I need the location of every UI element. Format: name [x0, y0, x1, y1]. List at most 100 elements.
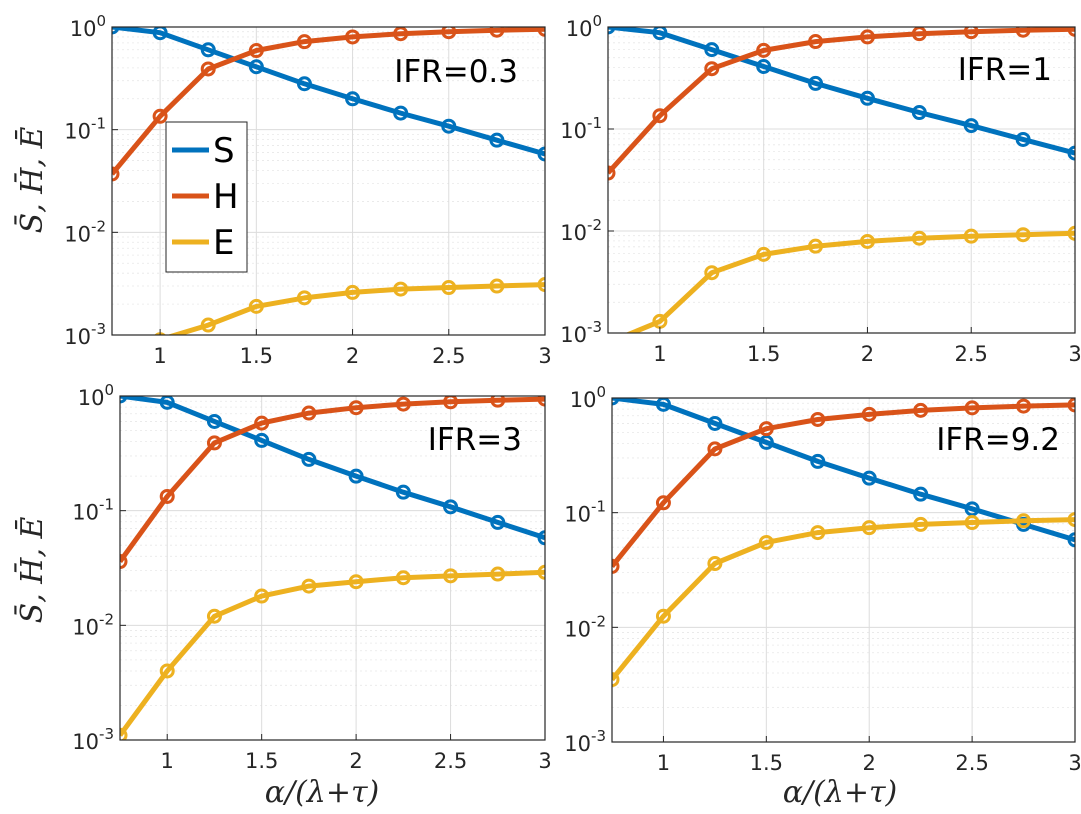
series-line-H [608, 27, 1075, 175]
data-point-E [704, 265, 720, 281]
y-tick-label: 10-3 [64, 320, 106, 349]
data-point-H [1067, 398, 1075, 413]
data-point-S [1015, 131, 1031, 147]
series-line-S [612, 398, 1075, 543]
data-point-E [964, 515, 980, 531]
data-point-E [395, 570, 411, 586]
series-line-S [608, 27, 1075, 156]
x-tick-label: 1.5 [240, 344, 273, 368]
y-axis-label: S̄, H̄, Ē [14, 127, 50, 234]
data-point-H [704, 61, 720, 77]
data-point-S [704, 42, 720, 58]
data-point-S [537, 530, 545, 546]
data-point-H [612, 558, 620, 574]
y-tick-label: 10-2 [564, 612, 606, 641]
data-point-H [1015, 27, 1031, 38]
x-tick-label: 3 [1068, 751, 1081, 775]
data-point-E [913, 516, 929, 532]
data-point-S [964, 501, 980, 517]
data-point-S [1067, 145, 1075, 161]
axes-box [119, 395, 546, 741]
data-point-H [301, 405, 317, 421]
data-point-E [393, 281, 409, 297]
data-point-E [911, 230, 927, 246]
panel-1: 1 1.5 2 2.5 3 100 10-1 10-2 10-3 IFR=0.3 [64, 12, 551, 368]
y-tick-label: 10-2 [72, 610, 114, 639]
data-point-E [655, 608, 671, 624]
x-tick-label: 1 [161, 749, 174, 773]
series-line-E [612, 517, 1075, 682]
series-line-E [120, 569, 545, 737]
legend-label-H: H [213, 177, 239, 217]
axes-box [111, 26, 546, 336]
data-point-E [963, 228, 979, 244]
data-point-H [537, 396, 545, 407]
series-line-H [612, 402, 1075, 568]
data-point-S [443, 499, 459, 515]
data-point-E [106, 345, 118, 357]
data-point-E [1067, 512, 1075, 528]
data-point-E [861, 520, 877, 536]
data-point-H [393, 27, 409, 42]
data-point-H [441, 27, 457, 40]
y-tick-label: 10-3 [560, 318, 602, 347]
data-point-E [441, 280, 457, 296]
data-point-H [655, 495, 671, 511]
data-point-H [964, 400, 980, 416]
legend: SHE [165, 121, 248, 273]
legend-label-E: E [213, 223, 234, 263]
series-group [120, 396, 545, 740]
data-point-E [810, 525, 826, 541]
panel-4: 1 1.5 2 2.5 3 100 10-1 10-2 10-3 IFR=9.2 [564, 383, 1081, 775]
data-point-S [861, 470, 877, 486]
y-tick-label: 100 [70, 12, 106, 41]
x-tick-label: 1 [653, 342, 666, 366]
x-tick-label: 2.5 [432, 344, 465, 368]
data-point-H [443, 396, 459, 410]
data-point-S [810, 453, 826, 469]
y-tick-label: 100 [78, 381, 114, 410]
axes-box [611, 397, 1076, 743]
x-tick-label: 2.5 [955, 751, 988, 775]
data-point-S [963, 118, 979, 134]
data-point-S [911, 105, 927, 121]
data-point-H [490, 396, 506, 408]
data-point-E [301, 578, 317, 594]
data-point-H [489, 27, 505, 38]
x-tick-label: 2.5 [955, 342, 988, 366]
data-point-S [756, 58, 772, 74]
data-point-H [537, 27, 545, 37]
data-point-E [537, 564, 545, 580]
data-point-S [248, 59, 264, 75]
data-point-H [911, 27, 927, 42]
data-point-S [393, 105, 409, 121]
data-point-S [489, 132, 505, 148]
data-point-E [490, 566, 506, 582]
x-tick-label: 3 [538, 344, 551, 368]
data-point-S [395, 484, 411, 500]
y-tick-label: 100 [570, 383, 606, 412]
data-point-S [200, 42, 216, 58]
panel-3: 1 1.5 2 2.5 3 100 10-1 10-2 10-3 IFR=3 [72, 381, 551, 773]
data-point-H [120, 554, 128, 570]
x-tick-label: 2.5 [434, 749, 467, 773]
data-point-E [159, 663, 175, 679]
data-point-S [758, 434, 774, 450]
data-point-E [1015, 227, 1031, 243]
data-point-S [152, 27, 168, 41]
series-line-S [120, 396, 545, 541]
data-point-H [859, 29, 875, 45]
x-tick-label: 1 [153, 344, 166, 368]
data-point-S [345, 91, 361, 107]
x-tick-label: 2 [861, 342, 874, 366]
data-point-S [537, 146, 545, 162]
data-point-S [254, 432, 270, 448]
data-point-E [296, 290, 312, 306]
y-tick-label: 10-2 [560, 216, 602, 245]
y-tick-label: 10-1 [560, 114, 602, 143]
data-point-H [395, 396, 411, 412]
series-line-E [166, 282, 545, 335]
data-point-H [159, 488, 175, 504]
data-point-E [200, 317, 216, 333]
